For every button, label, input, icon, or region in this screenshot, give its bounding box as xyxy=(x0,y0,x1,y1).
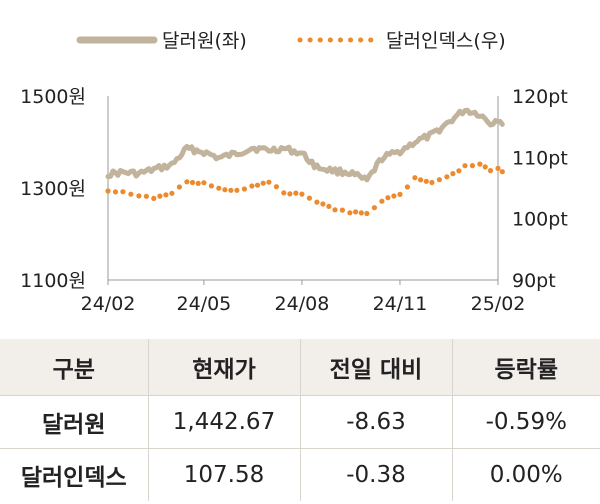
series-point-dollar-index xyxy=(423,178,429,184)
series-point-dollar-index xyxy=(444,174,450,180)
table-row: 달러인덱스 107.58 -0.38 0.00% xyxy=(0,448,600,501)
exchange-rate-chart: 달러원(좌) 달러인덱스(우) 1500원 1300원 1100원 120pt 110p… xyxy=(20,30,568,315)
series-point-dollar-index xyxy=(385,195,391,201)
series-point-dollar-index xyxy=(222,187,228,193)
series-point-dollar-index xyxy=(499,169,505,175)
table-header-row: 구분 현재가 전일 대비 등락률 xyxy=(0,339,600,396)
series-point-dollar-index xyxy=(189,179,196,186)
series-point-dollar-index xyxy=(353,209,359,215)
series-point-dollar-index xyxy=(228,187,234,193)
row-label: 달러인덱스 xyxy=(0,448,148,501)
series-point-dollar-index xyxy=(332,207,338,213)
series-point-dollar-index xyxy=(339,207,345,213)
row-daily-change: -8.63 xyxy=(299,395,452,449)
series-point-dollar-index xyxy=(112,189,119,195)
exchange-rate-table: 구분 현재가 전일 대비 등락률 달러원 1,442.67 -8.63 -0.5… xyxy=(0,339,600,501)
table-row: 달러원 1,442.67 -8.63 -0.59% xyxy=(0,395,600,449)
y-right-tick-label: 90pt xyxy=(512,270,556,292)
series-point-dollar-index xyxy=(241,186,247,192)
y-left-tick-label: 1300원 xyxy=(20,178,86,200)
tick-labels: 1500원 1300원 1100원 120pt 110pt 100pt 90pt 24/02 2… xyxy=(20,86,568,315)
row-change-rate: -0.59% xyxy=(451,395,600,449)
series-point-dollar-index xyxy=(482,164,488,170)
series-layer xyxy=(105,107,505,217)
series-point-dollar-index xyxy=(456,168,462,174)
series-point-dollar-index xyxy=(195,180,201,186)
series-point-dollar-index xyxy=(436,177,442,183)
series-point-dollar-index xyxy=(404,184,410,190)
series-point-dollar-index xyxy=(391,193,397,199)
series-point-dollar-index xyxy=(260,180,266,186)
series-point-dollar-index xyxy=(358,210,364,216)
series-point-dollar-index xyxy=(347,210,353,216)
series-point-dollar-index xyxy=(254,182,261,188)
series-point-dollar-index xyxy=(216,185,222,191)
series-point-dollar-index xyxy=(371,205,377,211)
y-right-tick-label: 110pt xyxy=(512,147,568,169)
x-tick-label: 24/02 xyxy=(81,293,136,315)
y-left-tick-label: 1100원 xyxy=(20,270,86,292)
series-point-dollar-index xyxy=(143,193,149,199)
series-point-dollar-index xyxy=(450,171,456,177)
series-point-dollar-index xyxy=(281,190,287,196)
series-point-dollar-index xyxy=(136,193,142,199)
series-point-dollar-index xyxy=(412,175,418,181)
legend-label-dollar-index: 달러인덱스(우) xyxy=(386,30,506,52)
x-tick-label: 25/02 xyxy=(471,293,526,315)
series-point-dollar-index xyxy=(234,187,240,193)
series-point-dollar-index xyxy=(306,195,312,201)
x-tick-label: 24/05 xyxy=(177,293,232,315)
series-point-dollar-index xyxy=(397,191,403,197)
series-point-dollar-index xyxy=(128,191,134,197)
series-point-dollar-index xyxy=(314,199,320,205)
series-point-dollar-index xyxy=(469,163,475,169)
series-point-dollar-index xyxy=(266,179,272,185)
series-point-dollar-index xyxy=(201,180,207,186)
row-daily-change: -0.38 xyxy=(299,448,452,501)
x-tick-label: 24/11 xyxy=(373,293,428,315)
legend: 달러원(좌) 달러인덱스(우) xyxy=(76,30,506,52)
series-point-dollar-index xyxy=(105,188,111,194)
series-point-dollar-index xyxy=(208,183,214,189)
series-point-dollar-index xyxy=(287,191,293,197)
header-category: 구분 xyxy=(0,339,148,396)
series-point-dollar-index xyxy=(293,190,299,196)
series-line-usdkrw xyxy=(105,107,505,183)
row-current-price: 107.58 xyxy=(147,448,300,501)
series-point-dollar-index xyxy=(418,177,424,183)
x-tick-label: 24/08 xyxy=(275,293,330,315)
series-point-dollar-index xyxy=(151,195,157,201)
y-right-tick-label: 120pt xyxy=(512,86,568,108)
series-point-dollar-index xyxy=(462,163,468,169)
header-change-rate: 등락률 xyxy=(451,339,600,396)
row-current-price: 1,442.67 xyxy=(147,395,300,449)
series-point-dollar-index xyxy=(120,189,126,195)
series-point-dollar-index xyxy=(364,210,370,217)
series-point-dollar-index xyxy=(169,190,175,196)
series-point-dollar-index xyxy=(249,183,255,189)
series-point-dollar-index xyxy=(163,192,169,198)
legend-label-usdkrw: 달러원(좌) xyxy=(162,30,247,52)
series-point-dollar-index xyxy=(176,184,182,190)
series-point-dollar-index xyxy=(477,161,483,167)
series-point-dollar-index xyxy=(429,179,435,186)
series-point-dollar-index xyxy=(299,191,305,197)
y-right-tick-label: 100pt xyxy=(512,209,568,231)
series-point-dollar-index xyxy=(273,184,279,190)
series-point-dollar-index xyxy=(487,168,494,174)
series-point-dollar-index xyxy=(326,203,332,209)
series-point-dollar-index xyxy=(379,198,385,204)
header-current-price: 현재가 xyxy=(147,339,300,396)
series-point-dollar-index xyxy=(320,201,326,207)
series-point-dollar-index xyxy=(184,179,190,185)
row-change-rate: 0.00% xyxy=(451,448,600,501)
series-point-dollar-index xyxy=(495,165,501,171)
y-left-tick-label: 1500원 xyxy=(20,86,86,108)
axes xyxy=(107,96,499,281)
header-daily-change: 전일 대비 xyxy=(299,339,452,396)
row-label: 달러원 xyxy=(0,395,148,449)
series-point-dollar-index xyxy=(157,193,163,199)
